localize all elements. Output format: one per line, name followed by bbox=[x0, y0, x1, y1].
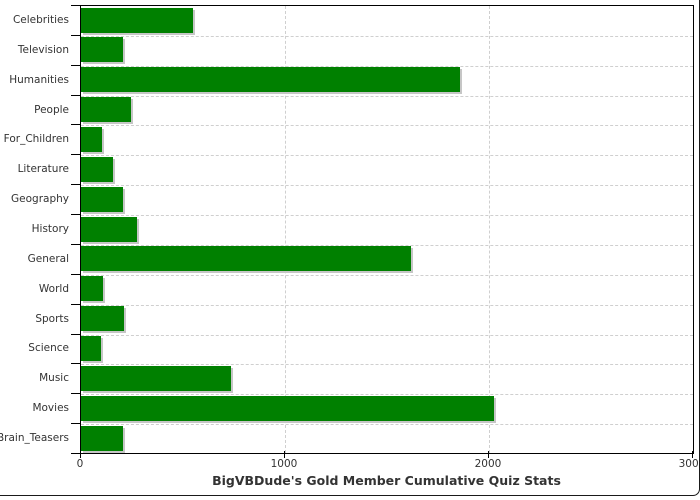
category-label: Celebrities bbox=[12, 13, 69, 26]
y-axis-tick bbox=[71, 304, 80, 305]
category-label: Music bbox=[39, 372, 69, 385]
x-tick-label: 1000 bbox=[270, 458, 298, 470]
category-label: Literature bbox=[17, 163, 69, 176]
category-label: Television bbox=[17, 43, 69, 56]
h-gridline bbox=[81, 36, 693, 37]
h-gridline bbox=[81, 215, 693, 216]
h-gridline bbox=[81, 185, 693, 186]
y-axis-tick bbox=[71, 35, 80, 36]
y-axis-tick bbox=[71, 244, 80, 245]
v-gridline bbox=[285, 6, 286, 453]
y-axis-tick bbox=[71, 274, 80, 275]
bar bbox=[81, 395, 494, 421]
h-gridline bbox=[81, 275, 693, 276]
y-axis-tick bbox=[71, 154, 80, 155]
category-label: History bbox=[31, 222, 69, 235]
h-gridline bbox=[81, 305, 693, 306]
bar bbox=[81, 37, 123, 63]
plot-area bbox=[80, 5, 694, 454]
category-label: Sports bbox=[35, 312, 69, 325]
bar bbox=[81, 306, 124, 332]
v-gridline bbox=[489, 6, 490, 453]
h-gridline bbox=[81, 125, 693, 126]
h-gridline bbox=[81, 364, 693, 365]
x-axis-tick bbox=[692, 451, 693, 458]
category-label: Geography bbox=[11, 193, 69, 206]
y-axis-tick bbox=[71, 363, 80, 364]
y-axis-tick bbox=[71, 393, 80, 394]
category-label: Humanities bbox=[9, 73, 69, 86]
h-gridline bbox=[81, 66, 693, 67]
y-axis-tick bbox=[71, 5, 80, 6]
h-gridline bbox=[81, 394, 693, 395]
h-gridline bbox=[81, 335, 693, 336]
category-label: Movies bbox=[32, 402, 69, 415]
y-axis-tick bbox=[71, 334, 80, 335]
bar bbox=[81, 276, 103, 302]
category-label: General bbox=[27, 252, 69, 265]
bar bbox=[81, 365, 231, 391]
h-gridline bbox=[81, 155, 693, 156]
y-axis-tick bbox=[71, 124, 80, 125]
y-axis-tick bbox=[71, 184, 80, 185]
x-axis-tick bbox=[284, 451, 285, 458]
bar bbox=[81, 216, 137, 242]
bar bbox=[81, 336, 101, 362]
bar bbox=[81, 425, 123, 451]
h-gridline bbox=[81, 424, 693, 425]
category-label: World bbox=[38, 282, 69, 295]
category-label: People bbox=[34, 103, 69, 116]
x-axis-tick bbox=[488, 451, 489, 458]
bar bbox=[81, 246, 411, 272]
h-gridline bbox=[81, 96, 693, 97]
category-label: Brain_Teasers bbox=[0, 432, 69, 445]
y-axis-tick bbox=[71, 214, 80, 215]
y-axis-tick bbox=[71, 95, 80, 96]
y-axis-tick bbox=[71, 453, 80, 454]
x-tick-label: 2000 bbox=[474, 458, 502, 470]
y-axis-tick bbox=[71, 423, 80, 424]
x-axis-tick bbox=[80, 451, 81, 458]
bar bbox=[81, 126, 102, 152]
category-label: Science bbox=[28, 342, 69, 355]
chart-title: BigVBDude's Gold Member Cumulative Quiz … bbox=[212, 473, 561, 488]
x-tick-label: 0 bbox=[76, 458, 84, 470]
h-gridline bbox=[81, 245, 693, 246]
bar bbox=[81, 156, 113, 182]
y-axis-tick bbox=[71, 65, 80, 66]
bar bbox=[81, 97, 131, 123]
bar bbox=[81, 7, 193, 33]
bar bbox=[81, 186, 123, 212]
x-tick-label: 3000 bbox=[678, 458, 700, 470]
category-label: For_Children bbox=[3, 133, 69, 146]
bar bbox=[81, 67, 460, 93]
